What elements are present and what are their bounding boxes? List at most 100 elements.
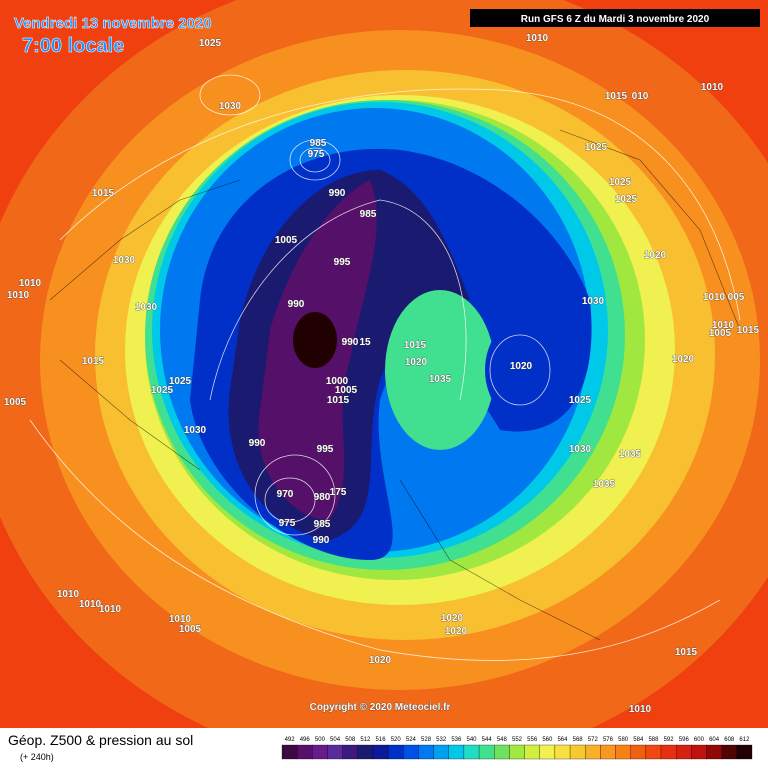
copyright: Copyright © 2020 Meteociel.fr [310, 702, 451, 713]
scale-label: 592 [664, 737, 675, 743]
pressure-label: 975 [279, 518, 296, 529]
pressure-label: 1020 [445, 626, 468, 637]
scale-label: 544 [482, 737, 493, 743]
pressure-label: 15 [359, 337, 371, 348]
pressure-label: 1020 [672, 354, 695, 365]
pressure-label: 1010 [7, 290, 30, 301]
pressure-label: 1010 [79, 599, 102, 610]
pressure-label: 1025 [569, 395, 592, 406]
pressure-label: 985 [360, 209, 377, 220]
scale-swatch [509, 744, 525, 760]
scale-swatch [433, 744, 449, 760]
scale-swatch [600, 744, 616, 760]
scale-label: 560 [542, 737, 553, 743]
scale-label: 584 [633, 737, 644, 743]
pressure-label: 985 [310, 138, 327, 149]
pressure-label: 1015 [327, 395, 350, 406]
scale-swatch [297, 744, 313, 760]
scale-swatch [676, 744, 692, 760]
scale-swatch [554, 744, 571, 760]
pressure-label: 1025 [585, 142, 608, 153]
pressure-label: 990 [342, 337, 359, 348]
pressure-label: 1010 [703, 292, 726, 303]
scale-swatch [463, 744, 480, 760]
scale-label: 612 [739, 737, 750, 743]
pressure-label: 1015 [404, 340, 427, 351]
scale-swatch [736, 744, 753, 760]
scale-label: 496 [300, 737, 311, 743]
pressure-label: 1030 [569, 444, 592, 455]
pressure-label: 990 [249, 438, 266, 449]
pressure-label: 990 [313, 535, 330, 546]
pressure-label: 1010 [57, 589, 80, 600]
run-label: Run GFS 6 Z du Mardi 3 novembre 2020 [521, 14, 710, 25]
scale-swatch [342, 744, 358, 760]
scale-label: 532 [436, 737, 447, 743]
pressure-label: 1025 [151, 385, 174, 396]
scale-label: 552 [512, 737, 523, 743]
scale-label: 596 [679, 737, 690, 743]
pressure-label: 1025 [199, 38, 222, 49]
pressure-label: 1010 [99, 604, 122, 615]
scale-swatch [706, 744, 722, 760]
pressure-label: 1035 [619, 449, 642, 460]
scale-swatch [569, 744, 586, 760]
time-label: 7:00 locale [22, 35, 124, 57]
pressure-label: 1005 [335, 385, 358, 396]
pressure-label: 1020 [644, 250, 667, 261]
scale-swatch [403, 744, 419, 760]
pressure-label: 1015 [82, 356, 105, 367]
scale-swatch [372, 744, 389, 760]
pressure-label: 1030 [219, 101, 242, 112]
scale-label: 504 [330, 737, 341, 743]
scale-swatch [691, 744, 707, 760]
scale-swatch [660, 744, 677, 760]
pressure-label: 1020 [510, 361, 533, 372]
scale-label: 556 [527, 737, 538, 743]
scale-label: 548 [497, 737, 508, 743]
pressure-label: 1010 [701, 82, 724, 93]
footer-title: Géop. Z500 & pression au sol [8, 732, 193, 748]
pressure-label: 1025 [615, 194, 638, 205]
scale-label: 572 [588, 737, 599, 743]
scale-label: 528 [421, 737, 432, 743]
pressure-label: 1025 [169, 376, 192, 387]
pressure-label: 1020 [369, 655, 392, 666]
scale-swatch [312, 744, 328, 760]
pressure-label: 1035 [593, 479, 616, 490]
scale-swatch [524, 744, 540, 760]
run-banner [470, 9, 760, 27]
color-scale: 492 496 500 504 508 512 516 520 524 528 532 536 540 5… [281, 737, 753, 760]
scale-label: 508 [345, 737, 356, 743]
pressure-label: 995 [317, 444, 334, 455]
pressure-label: 1015 [675, 647, 698, 658]
pressure-label: 1010 [712, 320, 735, 331]
scale-label: 524 [406, 737, 417, 743]
scale-swatch [327, 744, 343, 760]
pressure-label: 1015 [92, 188, 115, 199]
pressure-label: 1010 [19, 278, 42, 289]
pressure-label: 1030 [184, 425, 207, 436]
pressure-label: 975 [308, 149, 325, 160]
scale-label: 588 [648, 737, 659, 743]
pressure-label: 990 [329, 188, 346, 199]
scale-label: 516 [376, 737, 387, 743]
scale-swatch [615, 744, 631, 760]
pressure-label: 980 [314, 492, 331, 503]
pressure-label: 010 [632, 91, 649, 102]
scale-swatch [478, 744, 495, 760]
scale-label: 540 [467, 737, 478, 743]
scale-swatch [630, 744, 647, 760]
pressure-label: 1005 [709, 328, 732, 339]
scale-label: 492 [285, 737, 296, 743]
scale-label: 512 [360, 737, 371, 743]
pressure-label: 005 [728, 292, 745, 303]
scale-swatch [585, 744, 601, 760]
scale-label: 536 [451, 737, 462, 743]
pressure-label: 1005 [179, 624, 202, 635]
scale-label: 580 [618, 737, 629, 743]
date-label: Vendredi 13 novembre 2020 [14, 15, 212, 32]
scale-swatch [539, 744, 556, 760]
scale-label: 604 [709, 737, 720, 743]
